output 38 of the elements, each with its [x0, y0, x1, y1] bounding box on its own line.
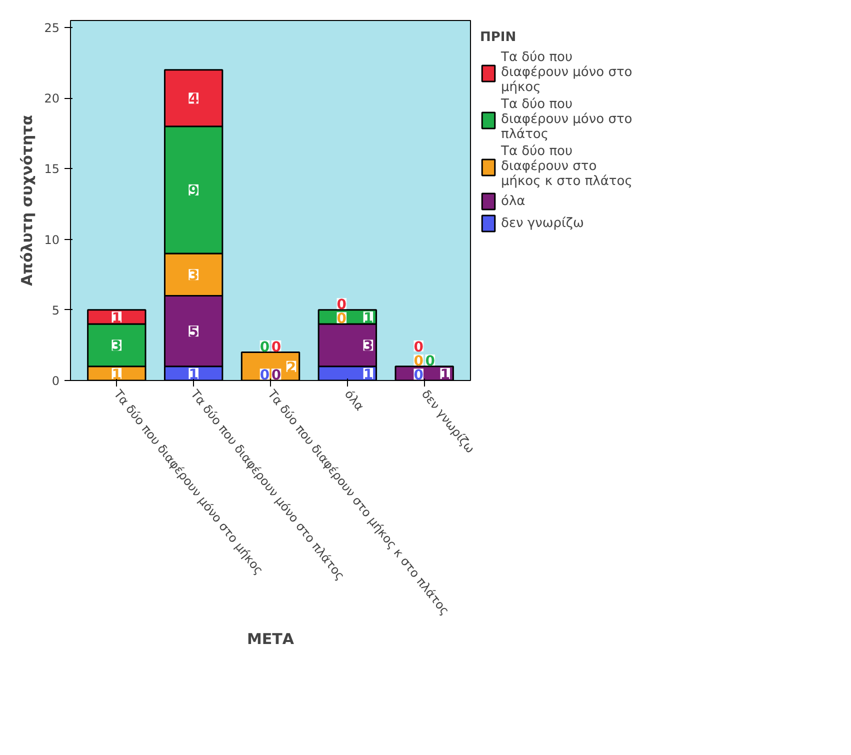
x-tick-label: όλα — [342, 387, 367, 414]
data-label: 1 — [440, 366, 450, 383]
legend-label: όλα — [501, 194, 526, 208]
data-label: 3 — [363, 338, 374, 355]
data-label: 9 — [188, 183, 198, 200]
data-label: 1 — [363, 310, 374, 326]
data-label: 3 — [188, 268, 198, 284]
data-label: 0 — [336, 311, 347, 328]
data-label: 0 — [260, 368, 270, 384]
legend-label: Τα δύο που διαφέρουν μόνο στο μήκος — [501, 50, 632, 95]
data-label: 4 — [188, 92, 199, 108]
y-tick-label: 0 — [52, 374, 60, 388]
data-label: 0 — [414, 368, 424, 384]
data-label: 1 — [112, 310, 122, 326]
data-label: 0 — [271, 339, 282, 356]
legend-title: ΠΡΙΝ — [480, 30, 518, 45]
x-axis-title: ΜΕΤΑ — [246, 630, 294, 648]
data-label: 2 — [286, 360, 296, 376]
data-label: 0 — [425, 354, 436, 370]
data-label: 0 — [271, 368, 282, 384]
data-label: 0 — [336, 297, 347, 314]
y-tick-label: 15 — [44, 162, 60, 176]
legend-label: Τα δύο που διαφέρουν στο μήκος κ στο πλάτος — [501, 144, 632, 189]
y-axis-title: Απόλυτη συχνότητα — [18, 114, 36, 286]
y-tick-label: 20 — [44, 92, 60, 106]
data-label: 1 — [112, 366, 122, 383]
y-tick-label: 10 — [44, 232, 60, 247]
data-label: 5 — [188, 324, 198, 341]
data-label: 3 — [112, 338, 122, 355]
data-label: 0 — [414, 339, 424, 356]
data-label: 0 — [260, 339, 270, 356]
data-label: 0 — [414, 354, 424, 370]
legend-label: Τα δύο που διαφέρουν μόνο στο πλάτος — [501, 97, 632, 142]
legend-label: δεν γνωρίζω — [501, 216, 584, 230]
y-tick-label: 25 — [44, 21, 60, 36]
y-tick-label: 5 — [52, 303, 60, 318]
data-label: 1 — [188, 366, 198, 383]
data-label: 1 — [363, 366, 374, 383]
